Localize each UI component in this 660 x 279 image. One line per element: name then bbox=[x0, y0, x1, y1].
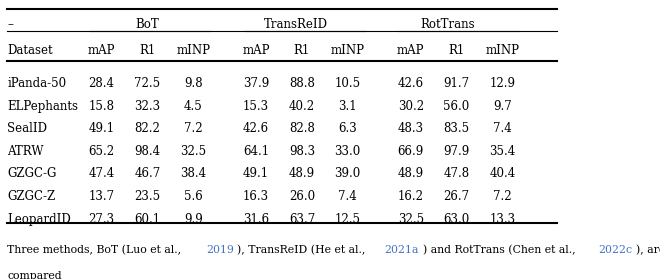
Text: mINP: mINP bbox=[176, 44, 210, 57]
Text: RotTrans: RotTrans bbox=[420, 18, 475, 31]
Text: 88.8: 88.8 bbox=[289, 77, 315, 90]
Text: 60.1: 60.1 bbox=[134, 213, 160, 225]
Text: mAP: mAP bbox=[397, 44, 424, 57]
Text: 35.4: 35.4 bbox=[489, 145, 515, 158]
Text: 66.9: 66.9 bbox=[397, 145, 424, 158]
Text: 37.9: 37.9 bbox=[243, 77, 269, 90]
Text: Dataset: Dataset bbox=[7, 44, 53, 57]
Text: 48.9: 48.9 bbox=[289, 167, 315, 181]
Text: 42.6: 42.6 bbox=[243, 122, 269, 135]
Text: 48.9: 48.9 bbox=[398, 167, 424, 181]
Text: 47.4: 47.4 bbox=[88, 167, 115, 181]
Text: 42.6: 42.6 bbox=[398, 77, 424, 90]
Text: 12.9: 12.9 bbox=[489, 77, 515, 90]
Text: 3.1: 3.1 bbox=[339, 100, 357, 113]
Text: 63.7: 63.7 bbox=[289, 213, 315, 225]
Text: GZGC-Z: GZGC-Z bbox=[7, 190, 55, 203]
Text: 2019: 2019 bbox=[206, 244, 234, 254]
Text: 40.2: 40.2 bbox=[289, 100, 315, 113]
Text: 28.4: 28.4 bbox=[88, 77, 115, 90]
Text: 9.8: 9.8 bbox=[184, 77, 203, 90]
Text: 82.8: 82.8 bbox=[289, 122, 315, 135]
Text: 6.3: 6.3 bbox=[339, 122, 357, 135]
Text: 10.5: 10.5 bbox=[335, 77, 361, 90]
Text: 72.5: 72.5 bbox=[134, 77, 160, 90]
Text: ATRW: ATRW bbox=[7, 145, 44, 158]
Text: 30.2: 30.2 bbox=[398, 100, 424, 113]
Text: LeopardID: LeopardID bbox=[7, 213, 71, 225]
Text: 7.4: 7.4 bbox=[339, 190, 357, 203]
Text: SealID: SealID bbox=[7, 122, 47, 135]
Text: 83.5: 83.5 bbox=[444, 122, 469, 135]
Text: GZGC-G: GZGC-G bbox=[7, 167, 57, 181]
Text: 33.0: 33.0 bbox=[335, 145, 361, 158]
Text: compared: compared bbox=[7, 271, 62, 279]
Text: TransReID: TransReID bbox=[264, 18, 328, 31]
Text: 7.2: 7.2 bbox=[184, 122, 203, 135]
Text: 39.0: 39.0 bbox=[335, 167, 361, 181]
Text: BoT: BoT bbox=[135, 18, 159, 31]
Text: 9.7: 9.7 bbox=[493, 100, 512, 113]
Text: iPanda-50: iPanda-50 bbox=[7, 77, 66, 90]
Text: 2022c: 2022c bbox=[598, 244, 632, 254]
Text: 26.7: 26.7 bbox=[444, 190, 469, 203]
Text: Three methods, BoT (Luo et al.,: Three methods, BoT (Luo et al., bbox=[7, 244, 185, 255]
Text: 40.4: 40.4 bbox=[489, 167, 515, 181]
Text: ), are: ), are bbox=[636, 244, 660, 255]
Text: 32.5: 32.5 bbox=[398, 213, 424, 225]
Text: 49.1: 49.1 bbox=[88, 122, 115, 135]
Text: 47.8: 47.8 bbox=[444, 167, 469, 181]
Text: –: – bbox=[7, 18, 13, 31]
Text: 13.7: 13.7 bbox=[88, 190, 115, 203]
Text: ), TransReID (He et al.,: ), TransReID (He et al., bbox=[237, 244, 369, 255]
Text: 97.9: 97.9 bbox=[444, 145, 470, 158]
Text: 82.2: 82.2 bbox=[135, 122, 160, 135]
Text: 13.3: 13.3 bbox=[489, 213, 515, 225]
Text: ) and RotTrans (Chen et al.,: ) and RotTrans (Chen et al., bbox=[423, 244, 579, 255]
Text: 16.2: 16.2 bbox=[398, 190, 424, 203]
Text: mINP: mINP bbox=[485, 44, 519, 57]
Text: 23.5: 23.5 bbox=[134, 190, 160, 203]
Text: mAP: mAP bbox=[242, 44, 270, 57]
Text: mAP: mAP bbox=[88, 44, 115, 57]
Text: 12.5: 12.5 bbox=[335, 213, 361, 225]
Text: 9.9: 9.9 bbox=[183, 213, 203, 225]
Text: 46.7: 46.7 bbox=[134, 167, 160, 181]
Text: 64.1: 64.1 bbox=[243, 145, 269, 158]
Text: 91.7: 91.7 bbox=[444, 77, 469, 90]
Text: 49.1: 49.1 bbox=[243, 167, 269, 181]
Text: 32.5: 32.5 bbox=[180, 145, 206, 158]
Text: 16.3: 16.3 bbox=[243, 190, 269, 203]
Text: 27.3: 27.3 bbox=[88, 213, 115, 225]
Text: 15.3: 15.3 bbox=[243, 100, 269, 113]
Text: 31.6: 31.6 bbox=[243, 213, 269, 225]
Text: 4.5: 4.5 bbox=[183, 100, 203, 113]
Text: ELPephants: ELPephants bbox=[7, 100, 78, 113]
Text: 15.8: 15.8 bbox=[88, 100, 115, 113]
Text: 65.2: 65.2 bbox=[88, 145, 115, 158]
Text: 63.0: 63.0 bbox=[444, 213, 470, 225]
Text: 5.6: 5.6 bbox=[183, 190, 203, 203]
Text: R1: R1 bbox=[294, 44, 310, 57]
Text: 98.3: 98.3 bbox=[289, 145, 315, 158]
Text: 38.4: 38.4 bbox=[180, 167, 206, 181]
Text: R1: R1 bbox=[139, 44, 156, 57]
Text: mINP: mINP bbox=[331, 44, 365, 57]
Text: 56.0: 56.0 bbox=[444, 100, 470, 113]
Text: 7.2: 7.2 bbox=[493, 190, 512, 203]
Text: 98.4: 98.4 bbox=[134, 145, 160, 158]
Text: R1: R1 bbox=[448, 44, 465, 57]
Text: 32.3: 32.3 bbox=[134, 100, 160, 113]
Text: 26.0: 26.0 bbox=[289, 190, 315, 203]
Text: 7.4: 7.4 bbox=[493, 122, 512, 135]
Text: 2021a: 2021a bbox=[385, 244, 419, 254]
Text: 48.3: 48.3 bbox=[398, 122, 424, 135]
